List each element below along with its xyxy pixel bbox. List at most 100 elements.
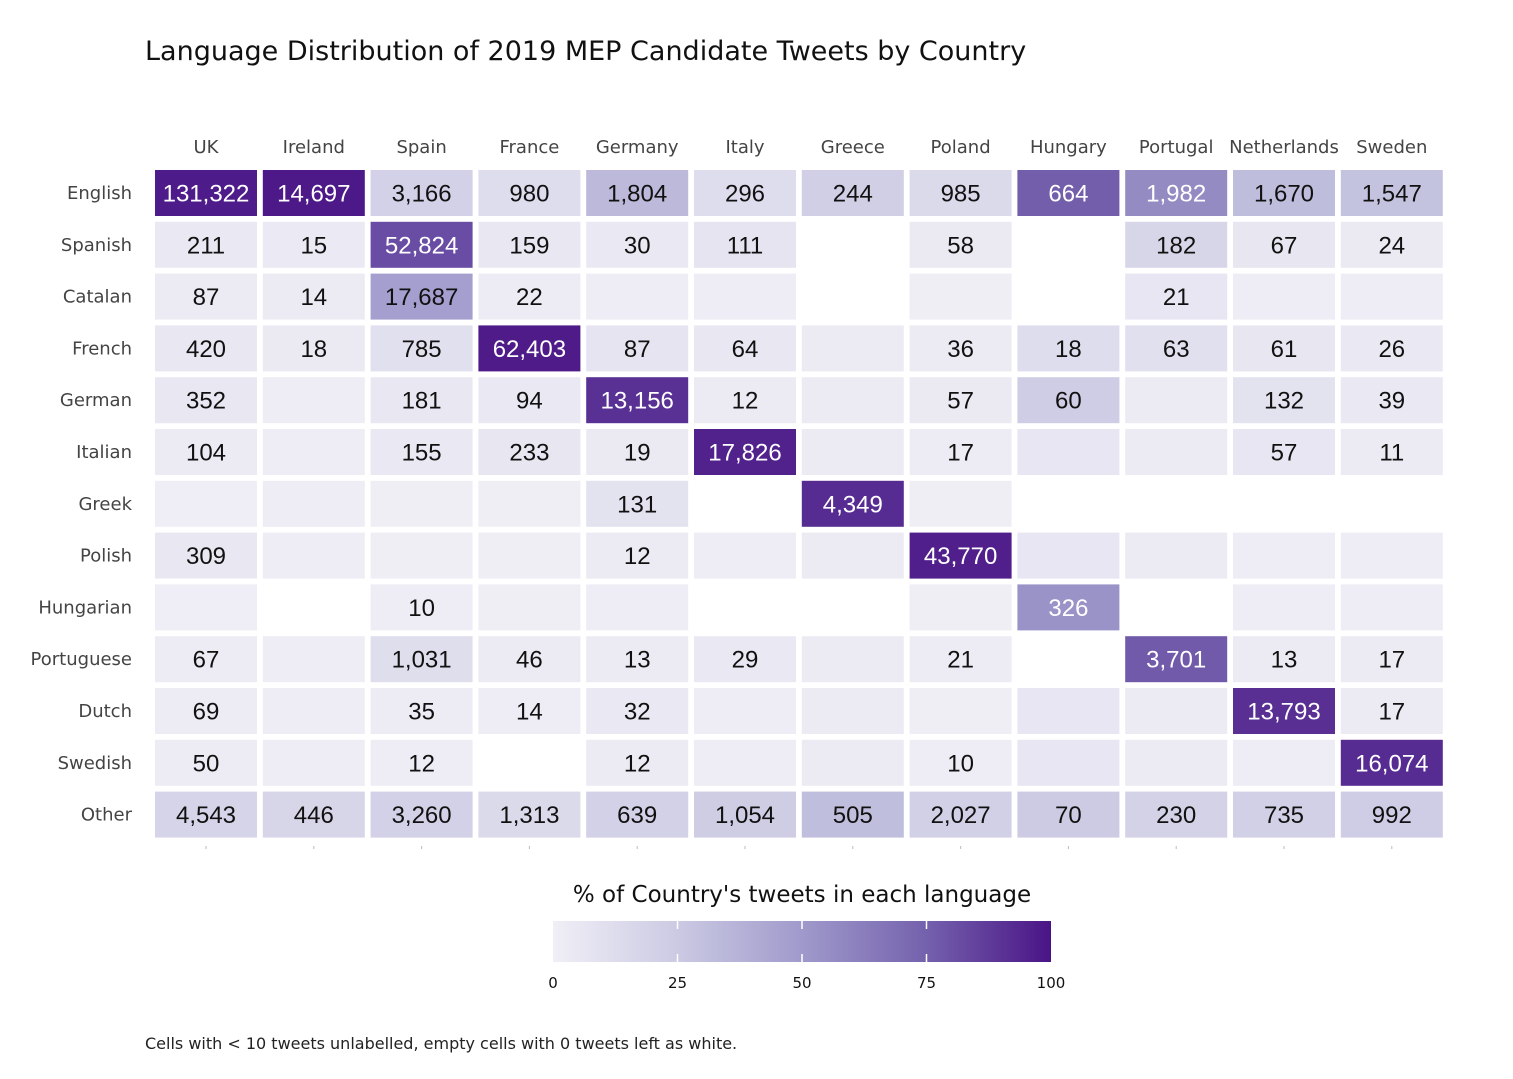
heatmap-cell bbox=[1340, 584, 1443, 631]
cell-value-label: 15 bbox=[300, 232, 327, 259]
heatmap-cell bbox=[478, 170, 581, 216]
heatmap-cell bbox=[586, 325, 689, 372]
heatmap-cell bbox=[155, 636, 257, 683]
cell-value-label: 309 bbox=[186, 543, 226, 570]
heatmap-cell bbox=[262, 636, 365, 683]
heatmap-cell bbox=[1125, 739, 1228, 786]
cell-value-label: 12 bbox=[624, 543, 651, 570]
heatmap-cell bbox=[262, 325, 365, 372]
heatmap-cell bbox=[694, 221, 796, 268]
cell-value-label: 67 bbox=[1271, 232, 1298, 259]
cell-value-label: 1,054 bbox=[715, 802, 775, 829]
heatmap-cell bbox=[370, 739, 473, 786]
heatmap-cell bbox=[370, 273, 473, 320]
heatmap-cell bbox=[1017, 532, 1120, 579]
heatmap-cell bbox=[1125, 377, 1228, 424]
heatmap-cell bbox=[1017, 739, 1120, 786]
heatmap-cell bbox=[262, 688, 365, 734]
cell-value-label: 70 bbox=[1055, 802, 1082, 829]
heatmap-cell bbox=[801, 532, 904, 579]
cell-value-label: 111 bbox=[727, 232, 763, 259]
cell-value-label: 62,403 bbox=[493, 336, 566, 363]
column-label: Portugal bbox=[1139, 137, 1214, 158]
heatmap-cell bbox=[1017, 377, 1120, 424]
heatmap-cell bbox=[586, 429, 689, 475]
cell-value-label: 30 bbox=[624, 232, 651, 259]
cell-value-label: 639 bbox=[617, 802, 657, 829]
cell-value-label: 12 bbox=[624, 750, 651, 777]
cell-value-label: 43,770 bbox=[924, 543, 997, 570]
heatmap-cell bbox=[909, 532, 1012, 579]
heatmap-cell bbox=[370, 584, 473, 631]
cell-value-label: 244 bbox=[833, 181, 873, 208]
cell-value-label: 58 bbox=[947, 232, 974, 259]
heatmap-cell bbox=[370, 636, 473, 683]
heatmap-cell bbox=[478, 221, 581, 268]
cell-value-label: 233 bbox=[509, 440, 549, 467]
heatmap-cell bbox=[801, 480, 904, 527]
heatmap-cell bbox=[1233, 221, 1335, 268]
cell-value-label: 19 bbox=[624, 440, 651, 467]
heatmap-cell bbox=[155, 429, 257, 475]
heatmap-cell bbox=[262, 532, 365, 579]
cell-value-label: 352 bbox=[186, 388, 226, 415]
row-label: English bbox=[67, 183, 132, 204]
heatmap-cell bbox=[1233, 429, 1335, 475]
row-label: Spanish bbox=[61, 235, 132, 256]
heatmap-cell bbox=[1340, 636, 1443, 683]
cell-value-label: 22 bbox=[516, 284, 543, 311]
row-label: Portuguese bbox=[31, 649, 132, 670]
cell-value-label: 94 bbox=[516, 388, 543, 415]
heatmap-cell bbox=[801, 636, 904, 683]
cell-value-label: 4,543 bbox=[176, 802, 236, 829]
cell-value-label: 326 bbox=[1048, 595, 1088, 622]
heatmap-cell bbox=[478, 377, 581, 424]
heatmap-cell bbox=[262, 273, 365, 320]
heatmap-cell bbox=[262, 739, 365, 786]
heatmap-cell bbox=[1125, 688, 1228, 734]
row-label: German bbox=[60, 390, 132, 411]
heatmap-cell bbox=[1233, 325, 1335, 372]
cell-value-label: 21 bbox=[947, 647, 974, 674]
heatmap-cell bbox=[694, 325, 796, 372]
heatmap-cell bbox=[801, 325, 904, 372]
cell-value-label: 67 bbox=[193, 647, 220, 674]
cell-value-label: 992 bbox=[1372, 802, 1412, 829]
heatmap-cell bbox=[909, 377, 1012, 424]
legend-tick-label: 25 bbox=[668, 974, 687, 992]
cell-value-label: 980 bbox=[509, 181, 549, 208]
cell-value-label: 14,697 bbox=[277, 181, 350, 208]
heatmap-cell bbox=[155, 170, 257, 216]
heatmap-cell bbox=[478, 325, 581, 372]
heatmap-cell bbox=[1340, 273, 1443, 320]
legend-tick-label: 75 bbox=[917, 974, 936, 992]
legend-tick-label: 100 bbox=[1037, 974, 1066, 992]
chart-caption: Cells with < 10 tweets unlabelled, empty… bbox=[145, 1034, 738, 1053]
column-label: Hungary bbox=[1030, 137, 1107, 158]
heatmap-cell bbox=[1233, 739, 1335, 786]
chart-title: Language Distribution of 2019 MEP Candid… bbox=[145, 36, 1027, 67]
heatmap-cell bbox=[370, 429, 473, 475]
heatmap-cell bbox=[155, 584, 257, 631]
heatmap-cell bbox=[370, 480, 473, 527]
heatmap-cell bbox=[370, 532, 473, 579]
row-label: French bbox=[72, 338, 132, 359]
cell-value-label: 14 bbox=[300, 284, 327, 311]
column-label: Poland bbox=[931, 137, 991, 158]
cell-value-label: 420 bbox=[186, 336, 226, 363]
heatmap-cell bbox=[586, 636, 689, 683]
cell-value-label: 39 bbox=[1378, 388, 1405, 415]
heatmap-cell bbox=[478, 688, 581, 734]
heatmap-cell bbox=[155, 480, 257, 527]
heatmap-cell bbox=[1233, 377, 1335, 424]
heatmap-cell bbox=[155, 532, 257, 579]
heatmap-cell bbox=[694, 739, 796, 786]
heatmap-cell bbox=[478, 480, 581, 527]
cell-value-label: 60 bbox=[1055, 388, 1082, 415]
heatmap-cell bbox=[586, 221, 689, 268]
cell-value-label: 1,031 bbox=[392, 647, 452, 674]
cell-value-label: 17,826 bbox=[708, 440, 781, 467]
heatmap-cell bbox=[586, 170, 689, 216]
cell-value-label: 1,670 bbox=[1254, 181, 1314, 208]
column-label: Spain bbox=[396, 137, 446, 158]
